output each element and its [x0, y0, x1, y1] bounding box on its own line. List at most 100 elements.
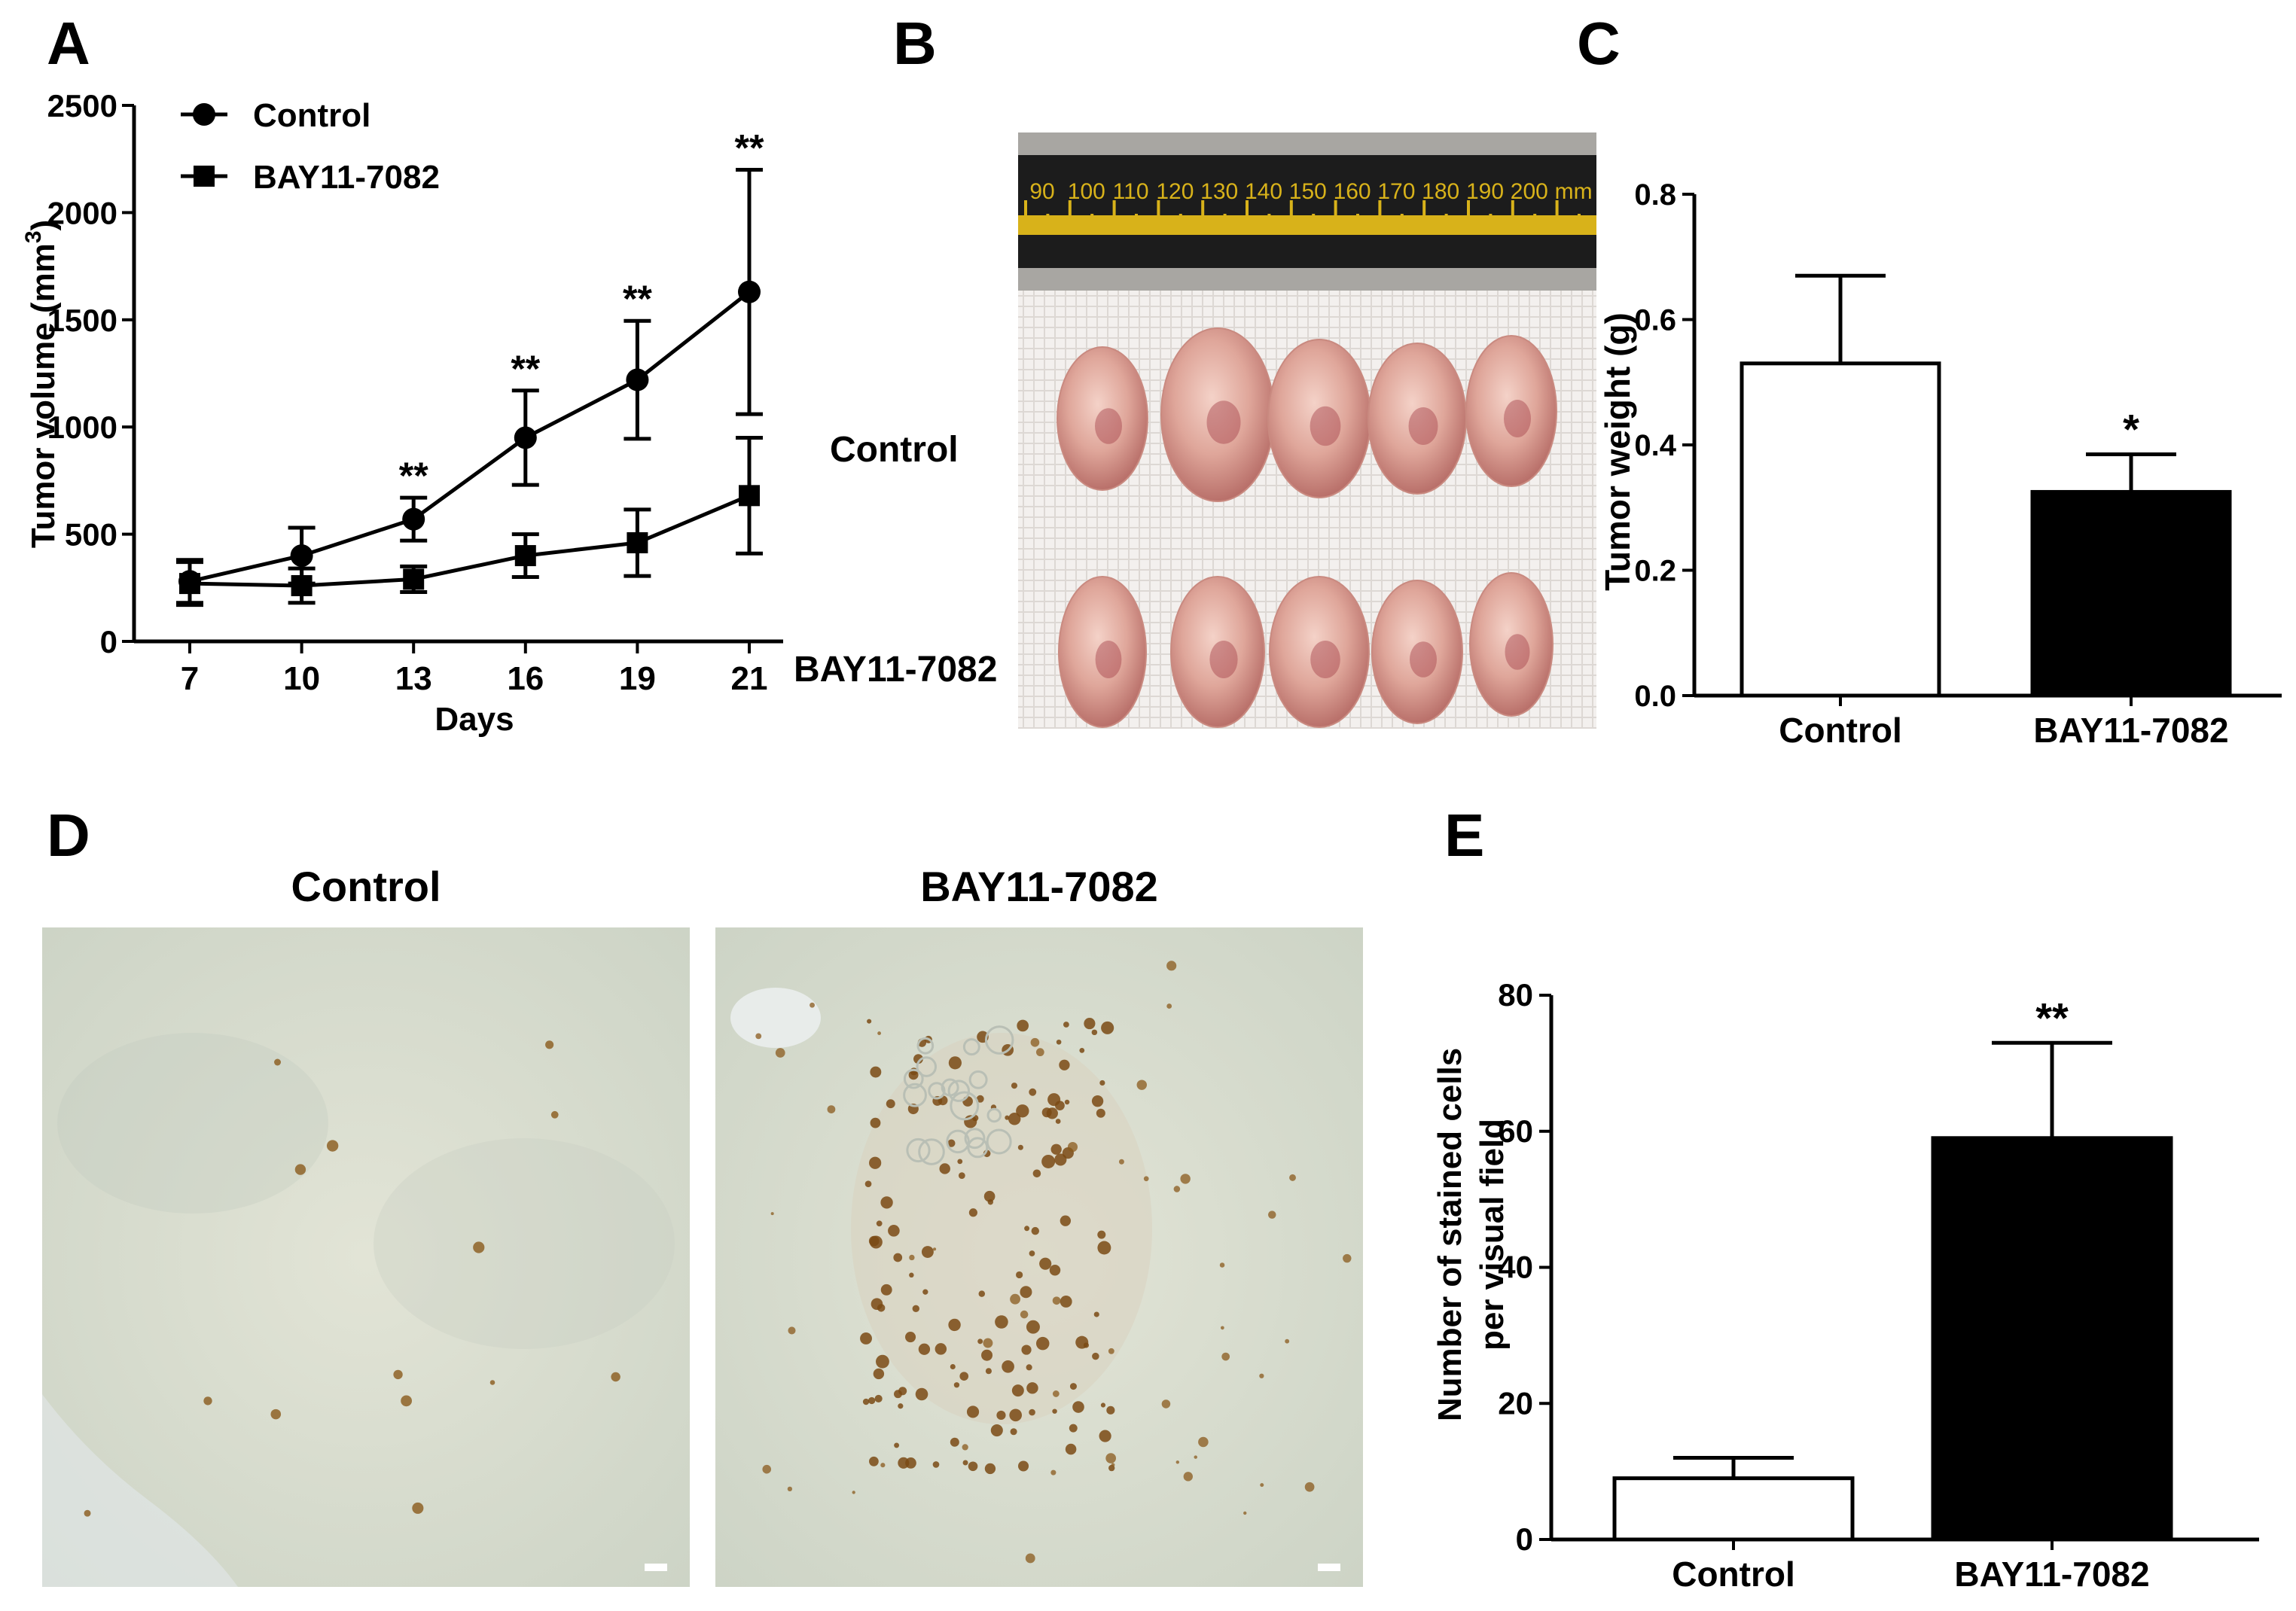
ruler-numbers: 90 100 110 120 130 140 150 160 170 180 190 200 mm — [1029, 179, 1592, 204]
legend-label: Control — [253, 97, 370, 134]
stained-cell — [1055, 1101, 1065, 1111]
y-axis-label-line2: per visual field — [1474, 1119, 1511, 1351]
stained-cell — [953, 1382, 960, 1388]
significance-mark: * — [2123, 405, 2139, 452]
stained-cell — [393, 1369, 403, 1380]
data-point-bay — [291, 574, 313, 596]
data-point-control — [290, 544, 313, 568]
stained-cell — [1035, 1336, 1050, 1351]
x-axis-label: Days — [435, 701, 514, 738]
photo-row-label-bay: BAY11-7082 — [794, 650, 998, 690]
vacuole — [918, 1138, 945, 1165]
stained-cell — [1011, 1384, 1024, 1397]
vacuole — [967, 1137, 989, 1159]
ruler-number: 90 — [1029, 179, 1054, 204]
significance-mark: ** — [2035, 994, 2069, 1041]
tumor-vessel — [1209, 641, 1238, 678]
stained-cell — [1005, 1115, 1010, 1120]
stained-cell — [1101, 1021, 1114, 1034]
stained-cell — [1052, 1408, 1057, 1414]
tumor-photo: 90 100 110 120 130 140 150 160 170 180 190 200 mm — [1018, 132, 1596, 729]
bar-control — [1740, 361, 1941, 698]
stained-cell — [948, 1056, 962, 1070]
stained-cell — [1049, 1265, 1061, 1276]
vacuole — [928, 1082, 946, 1100]
stained-cell — [957, 1159, 963, 1165]
stained-cell — [1111, 1463, 1115, 1467]
stained-cell — [1029, 1408, 1035, 1416]
tumor-vessel — [1505, 634, 1530, 670]
stained-cell — [915, 1387, 928, 1401]
stained-cell — [862, 1398, 870, 1405]
stained-cell — [1166, 961, 1177, 971]
stained-cell — [990, 1424, 1003, 1437]
stained-cell — [1069, 1383, 1077, 1390]
stained-cell — [1020, 1286, 1032, 1299]
photo-row-label-control: Control — [830, 430, 959, 470]
stained-cell — [1097, 1241, 1111, 1255]
ihc-title-control: Control — [291, 863, 441, 910]
stained-cell — [1243, 1511, 1247, 1515]
y-tick-label: 0.6 — [1634, 304, 1676, 337]
stained-cell — [1008, 1113, 1021, 1125]
stained-cell — [611, 1372, 620, 1382]
stained-cell — [874, 1394, 883, 1402]
stained-cell — [1039, 1257, 1052, 1270]
panel-label-a: A — [47, 10, 90, 77]
data-point-bay — [739, 485, 760, 507]
stained-cell — [950, 1437, 959, 1447]
data-point-bay — [179, 573, 200, 595]
stained-cell — [1183, 1472, 1193, 1482]
stained-cell — [870, 1066, 882, 1078]
ruler-number: 130 — [1200, 179, 1238, 204]
tumor-vessel — [1310, 641, 1340, 678]
ruler-number: 160 — [1334, 179, 1371, 204]
stained-cell — [918, 1343, 931, 1355]
tumor-treated — [1058, 576, 1147, 728]
tumor-weight-error-bars — [1795, 273, 2176, 492]
stained-cell — [880, 1284, 892, 1296]
tumor-volume-legend: Control BAY11-7082 — [181, 97, 440, 196]
stained-cell — [1092, 1352, 1099, 1360]
stained-cell — [983, 1190, 996, 1202]
stained-cell — [1055, 1119, 1061, 1124]
stained-cell — [876, 1220, 883, 1227]
tumors — [1057, 327, 1557, 728]
stained-cell — [1097, 1230, 1106, 1239]
stained-cell — [1052, 1296, 1061, 1305]
stained-cell — [1221, 1352, 1230, 1361]
stained-cell — [1065, 1443, 1077, 1455]
stained-cell — [1198, 1436, 1209, 1448]
y-tick-label: 60 — [1498, 1113, 1533, 1149]
significance-mark: ** — [399, 455, 428, 497]
stained-cell — [1018, 1460, 1029, 1472]
stained-cell — [1069, 1424, 1078, 1433]
ruler-number: 110 — [1113, 179, 1149, 204]
vacuole — [947, 1080, 971, 1102]
stained-cell — [950, 1363, 956, 1370]
x-tick-label: 10 — [283, 660, 320, 697]
ruler-number: 170 — [1377, 179, 1415, 204]
y-axis-label-line1: Number of stained cells — [1432, 1048, 1468, 1421]
legend-marker-square — [194, 166, 215, 187]
tumor-volume-lines — [189, 290, 751, 588]
stained-cell — [762, 1464, 772, 1474]
stained-cell — [1173, 1186, 1181, 1192]
tumor-treated — [1469, 572, 1554, 717]
stained-cell — [1285, 1338, 1290, 1344]
stained-cell — [962, 1460, 968, 1466]
tumor-treated — [1170, 576, 1265, 728]
stained-cell — [909, 1272, 914, 1278]
stained-cell — [1260, 1483, 1264, 1488]
ruler-ticks — [1024, 200, 1581, 235]
stained-cell — [976, 1095, 984, 1103]
stained-cell — [966, 1405, 980, 1418]
stained-cell — [870, 1117, 881, 1128]
stained-cell — [893, 1253, 903, 1262]
stained-cell — [1059, 1059, 1070, 1070]
stained-cell — [1026, 1364, 1032, 1371]
vacuole — [984, 1025, 1014, 1055]
stained-cell — [203, 1396, 212, 1405]
stained-cell — [775, 1048, 785, 1058]
stained-cell — [968, 1461, 978, 1472]
